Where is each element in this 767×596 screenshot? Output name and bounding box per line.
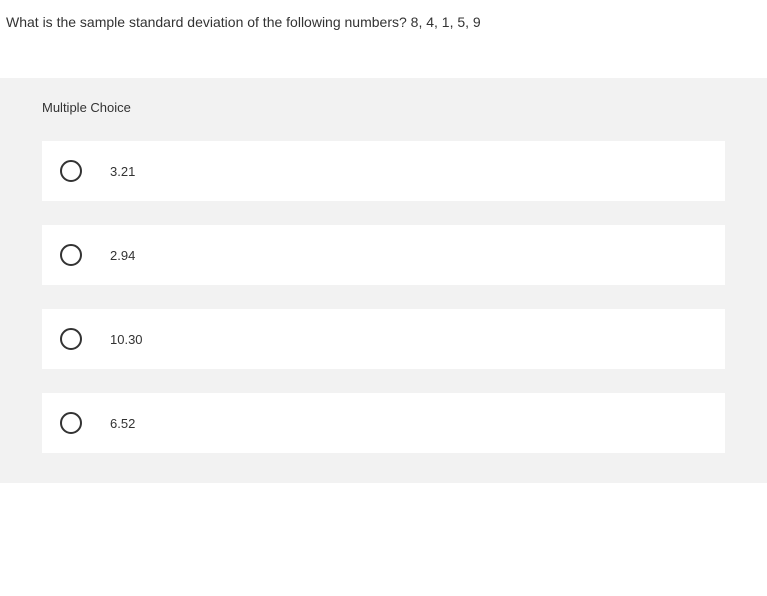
option-label: 10.30 <box>110 332 143 347</box>
radio-icon <box>60 328 82 350</box>
section-label: Multiple Choice <box>0 78 767 137</box>
option-label: 3.21 <box>110 164 135 179</box>
radio-icon <box>60 160 82 182</box>
option-d[interactable]: 6.52 <box>42 393 725 453</box>
option-label: 2.94 <box>110 248 135 263</box>
options-list: 3.21 2.94 10.30 6.52 <box>0 141 767 483</box>
option-label: 6.52 <box>110 416 135 431</box>
option-a[interactable]: 3.21 <box>42 141 725 201</box>
radio-icon <box>60 412 82 434</box>
radio-icon <box>60 244 82 266</box>
question-text: What is the sample standard deviation of… <box>0 0 767 30</box>
option-c[interactable]: 10.30 <box>42 309 725 369</box>
option-b[interactable]: 2.94 <box>42 225 725 285</box>
quiz-panel: Multiple Choice 3.21 2.94 10.30 6.52 <box>0 78 767 483</box>
